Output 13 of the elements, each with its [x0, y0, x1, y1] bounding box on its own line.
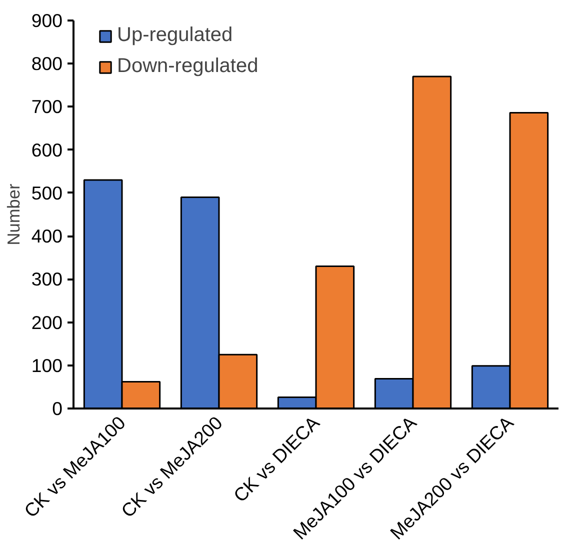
y-tick-label: 800	[31, 53, 63, 74]
y-tick-label: 900	[31, 10, 63, 31]
y-tick-label: 200	[31, 312, 63, 333]
y-tick-label: 700	[31, 96, 63, 118]
y-tick-label: 300	[31, 268, 63, 290]
legend-label: Down-regulated	[117, 55, 258, 78]
y-tick-label: 100	[31, 354, 63, 376]
legend-label: Up-regulated	[117, 24, 233, 47]
y-axis-title: Number	[3, 183, 24, 246]
y-tick-label: 600	[31, 139, 63, 160]
y-tick-label: 400	[31, 226, 63, 247]
y-tick-label: 0	[52, 398, 63, 419]
y-tick-label: 500	[31, 182, 63, 204]
